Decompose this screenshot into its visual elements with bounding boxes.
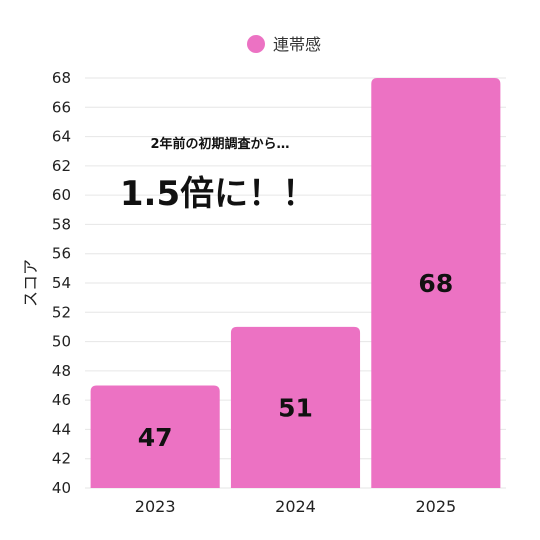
y-tick-label: 50 (52, 333, 71, 351)
y-tick-label: 58 (52, 215, 71, 233)
y-tick-label: 44 (52, 420, 71, 438)
bars: 47 51 68 (90, 78, 501, 488)
bar (90, 385, 220, 488)
bar-value-label: 51 (278, 393, 313, 422)
legend-marker (247, 35, 265, 53)
annotation-subtitle: 2年前の初期調査から… (150, 136, 289, 152)
y-tick-label: 56 (52, 245, 71, 263)
x-tick-label: 2024 (275, 497, 316, 516)
x-tick-label: 2025 (415, 497, 456, 516)
y-tick-label: 60 (52, 186, 71, 204)
bar (230, 326, 361, 488)
y-tick-label: 66 (52, 98, 71, 116)
y-tick-label: 42 (52, 450, 71, 468)
y-tick-label: 68 (52, 69, 71, 87)
bar (371, 78, 501, 488)
legend: 連帯感 (247, 35, 321, 54)
bar-value-label: 68 (418, 269, 453, 298)
y-tick-label: 62 (52, 157, 71, 175)
y-tick-label: 64 (52, 128, 71, 146)
bar-value-label: 47 (138, 423, 173, 452)
y-axis-ticks: 40 42 44 46 48 50 52 54 56 58 60 62 64 66 68 (52, 69, 71, 497)
x-tick-label: 2023 (135, 497, 176, 516)
y-tick-label: 40 (52, 479, 71, 497)
y-tick-label: 48 (52, 362, 71, 380)
annotation-headline: 1.5倍に！！ (120, 174, 316, 214)
y-tick-label: 52 (52, 303, 71, 321)
y-tick-label: 46 (52, 391, 71, 409)
y-tick-label: 54 (52, 274, 71, 292)
x-axis-ticks: 2023 2024 2025 (135, 497, 456, 516)
legend-label: 連帯感 (273, 35, 321, 54)
y-axis-title: スコア (21, 259, 40, 307)
